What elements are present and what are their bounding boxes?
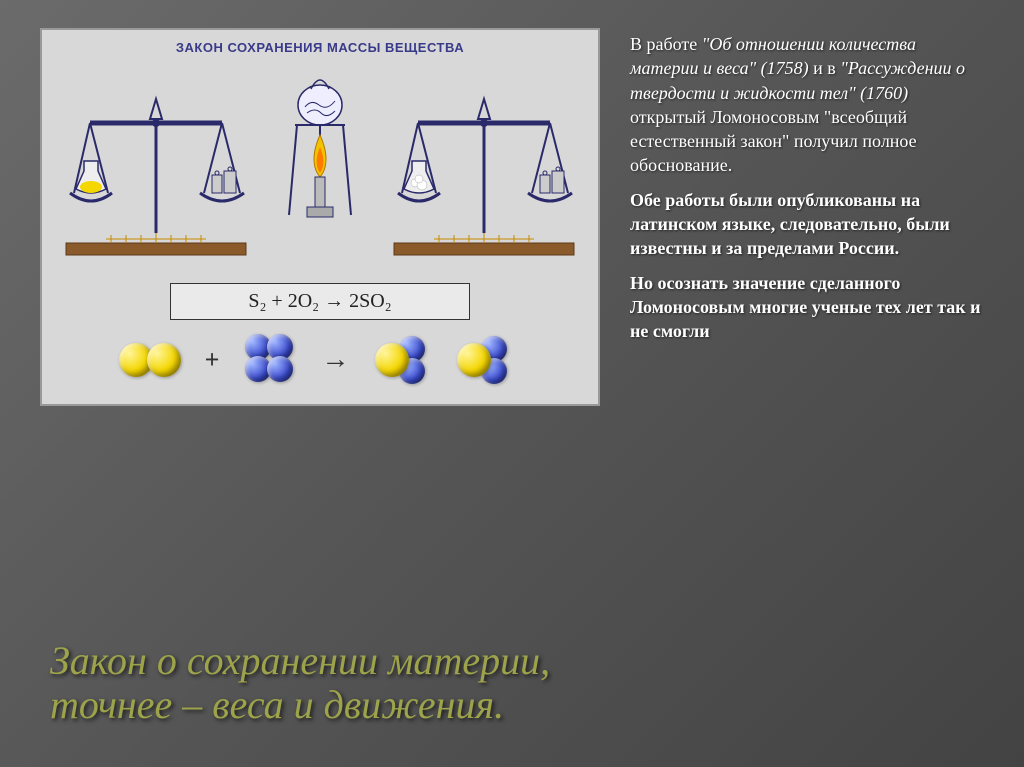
balance-right: [384, 75, 584, 265]
atoms-illustration: + →: [56, 334, 584, 386]
text-run: В работе: [630, 34, 702, 54]
title-line: точнее – веса и движения.: [50, 683, 984, 727]
balance-left: [56, 75, 256, 265]
slide-title: Закон о сохранении материи, точнее – вес…: [50, 639, 984, 727]
reactant-s2: [119, 343, 181, 377]
balances-row: [56, 65, 584, 265]
diagram-title: ЗАКОН СОХРАНЕНИЯ МАССЫ ВЕЩЕСТВА: [56, 40, 584, 55]
paragraph-3: Но осознать значение сделанного Ломоносо…: [630, 271, 984, 344]
reactant-2o2: [243, 334, 295, 386]
title-line: Закон о сохранении материи,: [50, 639, 984, 683]
oxygen-atom: [267, 356, 293, 382]
text-run: открытый Ломоносовым "всеобщий естествен…: [630, 107, 917, 176]
sulfur-atom: [147, 343, 181, 377]
product-so2: [375, 342, 439, 378]
chemical-equation: S₂ + 2O₂ → 2SO₂: [170, 283, 470, 320]
text-panel: В работе "Об отношении количества матери…: [630, 28, 984, 406]
text-run: и в: [809, 58, 841, 78]
plus-sign: +: [205, 345, 220, 375]
bunsen-burner: [275, 65, 365, 265]
diagram-panel: ЗАКОН СОХРАНЕНИЯ МАССЫ ВЕЩЕСТВА: [40, 28, 600, 406]
paragraph-1: В работе "Об отношении количества матери…: [630, 32, 984, 178]
paragraph-2: Обе работы были опубликованы на латинско…: [630, 188, 984, 261]
reaction-arrow: →: [321, 344, 349, 376]
product-so2: [457, 342, 521, 378]
